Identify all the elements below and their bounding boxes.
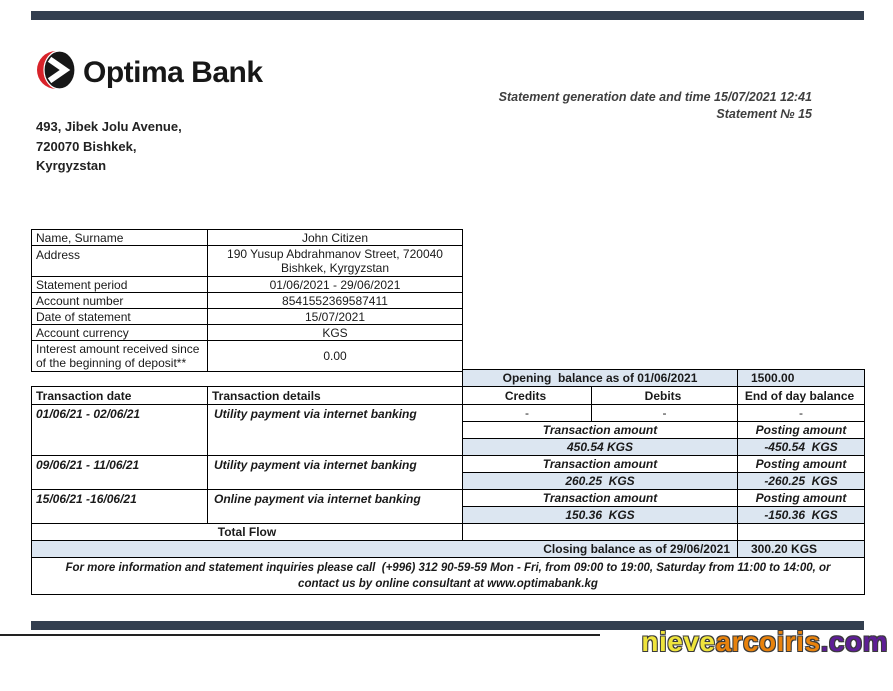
- closing-balance-label-cell: Closing balance as of 29/06/2021: [31, 540, 738, 558]
- transaction-amount-value-cell: 150.36 KGS: [462, 506, 738, 524]
- posting-amount-value-cell: -260.25 KGS: [737, 472, 865, 490]
- info-label: Date of statement: [31, 308, 208, 325]
- bank-logo-chevron-circle-icon: [36, 50, 76, 95]
- transaction-amount-label-cell: Transaction amount: [462, 489, 738, 507]
- bank-address-line: Kyrgyzstan: [36, 158, 107, 173]
- transaction-details-cell: Online payment via internet banking: [207, 489, 463, 524]
- posting-amount-value-cell: -450.54 KGS: [737, 438, 865, 456]
- transaction-amount-value-cell: 450.54 KGS: [462, 438, 738, 456]
- info-value: 15/07/2021: [207, 308, 463, 325]
- footer-note-line: contact us by online consultant at www.o…: [298, 578, 598, 590]
- footer-note-line: For more information and statement inqui…: [65, 562, 831, 574]
- top-accent-bar: [31, 11, 864, 20]
- end-of-day-dash-cell: -: [737, 404, 865, 422]
- bank-address: 493, Jibek Jolu Avenue, 720070 Bishkek, …: [36, 117, 182, 176]
- posting-amount-label-cell: Posting amount: [737, 421, 865, 439]
- bank-logo-text: Optima Bank: [83, 55, 263, 89]
- transaction-amount-label-cell: Transaction amount: [462, 421, 738, 439]
- transaction-details-cell: Utility payment via internet banking: [207, 455, 463, 490]
- closing-balance-value-cell: 300.20 KGS: [737, 540, 865, 558]
- transaction-amount-label-cell: Transaction amount: [462, 455, 738, 473]
- info-value: John Citizen: [207, 229, 463, 246]
- transaction-amount-value-cell: 260.25 KGS: [462, 472, 738, 490]
- col-header-transaction-date: Transaction date: [31, 386, 208, 405]
- transactions-header-row: Transaction date Transaction details Cre…: [31, 386, 865, 405]
- info-row-account-number: Account number 8541552369587411: [31, 292, 463, 309]
- watermark-arcoiris: arcoiris: [715, 626, 821, 657]
- info-row-period: Statement period 01/06/2021 - 29/06/2021: [31, 276, 463, 293]
- transaction-date-cell: 09/06/21 - 11/06/21: [31, 455, 208, 490]
- info-label: Account currency: [31, 324, 208, 341]
- bottom-accent-bar: [31, 621, 864, 630]
- info-value: 0.00: [207, 340, 463, 372]
- transaction-row: 01/06/21 - 02/06/21 Utility payment via …: [31, 404, 865, 456]
- info-row-interest: Interest amount received since of the be…: [31, 340, 463, 372]
- debits-dash-cell: -: [591, 404, 738, 422]
- opening-balance-value: 1500.00: [737, 369, 865, 387]
- footer-note: For more information and statement inqui…: [31, 557, 865, 595]
- statement-number-line: Statement № 15: [716, 107, 812, 121]
- info-value: 8541552369587411: [207, 292, 463, 309]
- statement-generation-info: Statement generation date and time 15/07…: [499, 89, 812, 123]
- info-row-name: Name, Surname John Citizen: [31, 229, 463, 246]
- closing-balance-row: Closing balance as of 29/06/2021 300.20 …: [31, 540, 865, 558]
- col-header-debits: Debits: [591, 386, 738, 405]
- opening-balance-row: Opening balance as of 01/06/2021 1500.00: [462, 369, 865, 387]
- col-header-credits: Credits: [462, 386, 592, 405]
- footer-divider-line: [0, 634, 600, 636]
- transaction-amount-label-row: Transaction amount Posting amount: [32, 421, 865, 439]
- transaction-row: 09/06/21 - 11/06/21 Utility payment via …: [31, 455, 865, 490]
- statement-generation-line: Statement generation date and time 15/07…: [498, 90, 812, 104]
- posting-amount-label-cell: Posting amount: [737, 455, 865, 473]
- posting-amount-value-cell: -150.36 KGS: [737, 506, 865, 524]
- info-row-currency: Account currency KGS: [31, 324, 463, 341]
- info-label: Name, Surname: [31, 229, 208, 246]
- total-flow-empty-cell: [737, 523, 865, 541]
- bank-address-line: 720070 Bishkek,: [36, 138, 137, 154]
- info-value: 190 Yusup Abdrahmanov Street, 720040 Bis…: [207, 245, 463, 277]
- info-row-address: Address 190 Yusup Abdrahmanov Street, 72…: [31, 245, 463, 277]
- info-row-statement-date: Date of statement 15/07/2021: [31, 308, 463, 325]
- footer-note-row: For more information and statement inqui…: [31, 557, 865, 595]
- transaction-amount-value-row: 260.25 KGS -260.25 KGS: [32, 472, 865, 490]
- watermark-nieve: nieve: [641, 626, 716, 657]
- info-value: 01/06/2021 - 29/06/2021: [207, 276, 463, 293]
- transaction-date-cell: 15/06/21 -16/06/21: [31, 489, 208, 524]
- bank-address-line: 493, Jibek Jolu Avenue,: [36, 119, 182, 134]
- transaction-date-cell: 01/06/21 - 02/06/21: [31, 404, 208, 456]
- credits-dash-cell: -: [462, 404, 592, 422]
- transactions-table: Transaction date Transaction details Cre…: [31, 386, 865, 595]
- col-header-end-of-day-balance: End of day balance: [737, 386, 865, 405]
- transaction-amount-value-row: 150.36 KGS -150.36 KGS: [32, 506, 865, 524]
- info-label: Address: [31, 245, 208, 277]
- transaction-details-cell: Utility payment via internet banking: [207, 404, 463, 456]
- posting-amount-label-cell: Posting amount: [737, 489, 865, 507]
- account-info-table: Name, Surname John Citizen Address 190 Y…: [31, 229, 463, 372]
- total-flow-empty-cell: [462, 523, 738, 541]
- opening-balance-label: Opening balance as of 01/06/2021: [462, 369, 738, 387]
- watermark-nievearcoiris: nievearcoiris.com: [641, 627, 888, 657]
- transaction-row: 15/06/21 -16/06/21 Online payment via in…: [31, 489, 865, 524]
- info-label: Statement period: [31, 276, 208, 293]
- bank-logo: Optima Bank: [36, 50, 263, 95]
- watermark-com: .com: [820, 626, 888, 657]
- total-flow-label-cell: Total Flow: [31, 523, 463, 541]
- info-value: KGS: [207, 324, 463, 341]
- total-flow-row: Total Flow: [31, 523, 865, 541]
- col-header-transaction-details: Transaction details: [207, 386, 463, 405]
- info-label: Account number: [31, 292, 208, 309]
- info-label: Interest amount received since of the be…: [31, 340, 208, 372]
